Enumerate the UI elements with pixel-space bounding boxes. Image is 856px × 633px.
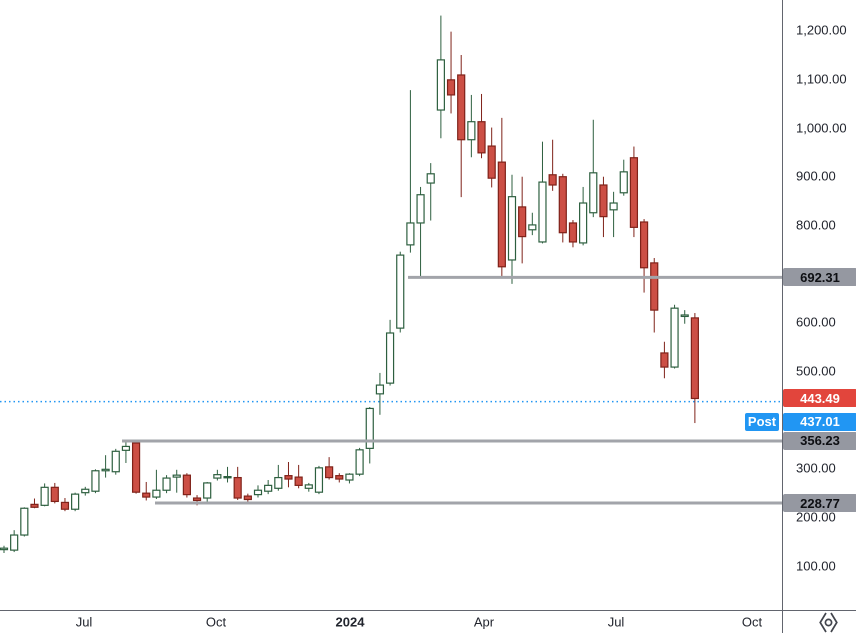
candle-down [690, 317, 699, 400]
price-badge-228.77: 228.77 [783, 494, 856, 512]
candle-up [396, 254, 405, 329]
candle-down [660, 352, 669, 368]
candle-down [548, 174, 557, 186]
x-axis-tick-Jul: Jul [607, 614, 625, 630]
candle-down [30, 503, 39, 508]
candle-up [314, 467, 324, 493]
candle-up [81, 488, 90, 494]
candle-up [274, 476, 283, 489]
price-badge-437.01: 437.01 [783, 412, 856, 431]
candle-up [253, 489, 263, 496]
candle-down [131, 442, 141, 493]
candle-up [111, 450, 120, 473]
candle-down [182, 474, 191, 496]
candle-up [345, 473, 354, 481]
candle-up [507, 196, 517, 261]
candle-down [192, 497, 202, 502]
candle-up [71, 493, 80, 510]
candle-up [172, 474, 181, 478]
candle-up [91, 470, 100, 492]
candle-down [457, 74, 466, 141]
post-chip: Post [745, 412, 779, 431]
candle-down [284, 475, 293, 480]
candle-up [416, 194, 425, 224]
x-axis-tick-2024: 2024 [335, 614, 365, 630]
candle-down [243, 495, 252, 501]
candle-up [467, 121, 476, 141]
candle-up [609, 202, 618, 211]
candle-down [446, 79, 456, 96]
y-axis-tick: 900.00 [796, 168, 836, 184]
candle-up [152, 489, 161, 498]
candle-down [325, 466, 334, 479]
candle-up [670, 307, 679, 368]
candle-up [0, 547, 9, 551]
price-badge-356.23: 356.23 [783, 431, 856, 450]
candle-down [599, 184, 608, 218]
logo-icon[interactable] [817, 611, 840, 633]
candle-up [385, 332, 395, 384]
candle-up [203, 482, 212, 499]
candle-down [294, 476, 303, 486]
candle-up [589, 172, 598, 214]
candle-up [101, 468, 110, 472]
x-axis-tick-Apr: Apr [473, 614, 495, 630]
candle-up [10, 534, 19, 551]
candle-down [639, 221, 649, 269]
candle-down [629, 157, 639, 228]
candle-up [426, 173, 435, 184]
candlestick-chart[interactable] [0, 0, 782, 610]
y-axis-tick: 100.00 [796, 558, 836, 574]
candle-up [680, 314, 689, 318]
y-axis-tick: 500.00 [796, 363, 836, 379]
candle-up [223, 476, 232, 479]
candle-up [579, 202, 588, 244]
x-axis-tick-Jul: Jul [75, 614, 93, 630]
candle-up [162, 477, 171, 491]
candle-down [497, 161, 506, 268]
candle-down [142, 492, 151, 498]
x-axis-tick-Oct: Oct [741, 614, 763, 630]
price-axis[interactable]: 1,200.00 1,100.00 1,000.00 900.00 800.00 600.… [782, 0, 856, 610]
y-axis-tick: 300.00 [796, 460, 836, 476]
candle-down [477, 121, 486, 154]
x-axis-tick-Oct: Oct [205, 614, 227, 630]
candle-up [528, 224, 537, 231]
candle-down [335, 475, 344, 480]
candle-up [213, 474, 222, 479]
candle-down [558, 176, 567, 234]
candle-up [375, 384, 385, 395]
candle-up [355, 449, 364, 475]
candle-down [60, 501, 70, 510]
candle-down [50, 486, 59, 503]
candle-down [650, 262, 659, 311]
candle-up [406, 222, 415, 246]
price-badge-692.31: 692.31 [783, 268, 856, 287]
time-axis[interactable]: Jul Oct 2024 Apr Jul Oct [0, 610, 856, 633]
candle-down [568, 222, 578, 243]
chart-pane[interactable] [0, 0, 782, 610]
candle-up [436, 59, 445, 111]
y-axis-tick: 600.00 [796, 314, 836, 330]
candle-down [487, 145, 496, 179]
candle-up [304, 484, 313, 489]
y-axis-tick: 200.00 [796, 509, 836, 525]
candle-down [233, 476, 242, 499]
y-axis-tick: 1,100.00 [796, 71, 847, 87]
y-axis-tick: 1,200.00 [796, 22, 847, 38]
candle-up [121, 445, 131, 451]
candle-up [264, 484, 273, 492]
candle-up [619, 171, 628, 194]
candle-up [40, 486, 49, 506]
candle-up [20, 507, 29, 536]
y-axis-tick: 1,000.00 [796, 120, 847, 136]
y-axis-tick: 800.00 [796, 217, 836, 233]
candle-up [365, 407, 374, 449]
candle-down [518, 206, 527, 238]
axis-separator [782, 611, 783, 633]
candle-up [538, 181, 547, 243]
price-badge-443.49: 443.49 [783, 389, 856, 408]
